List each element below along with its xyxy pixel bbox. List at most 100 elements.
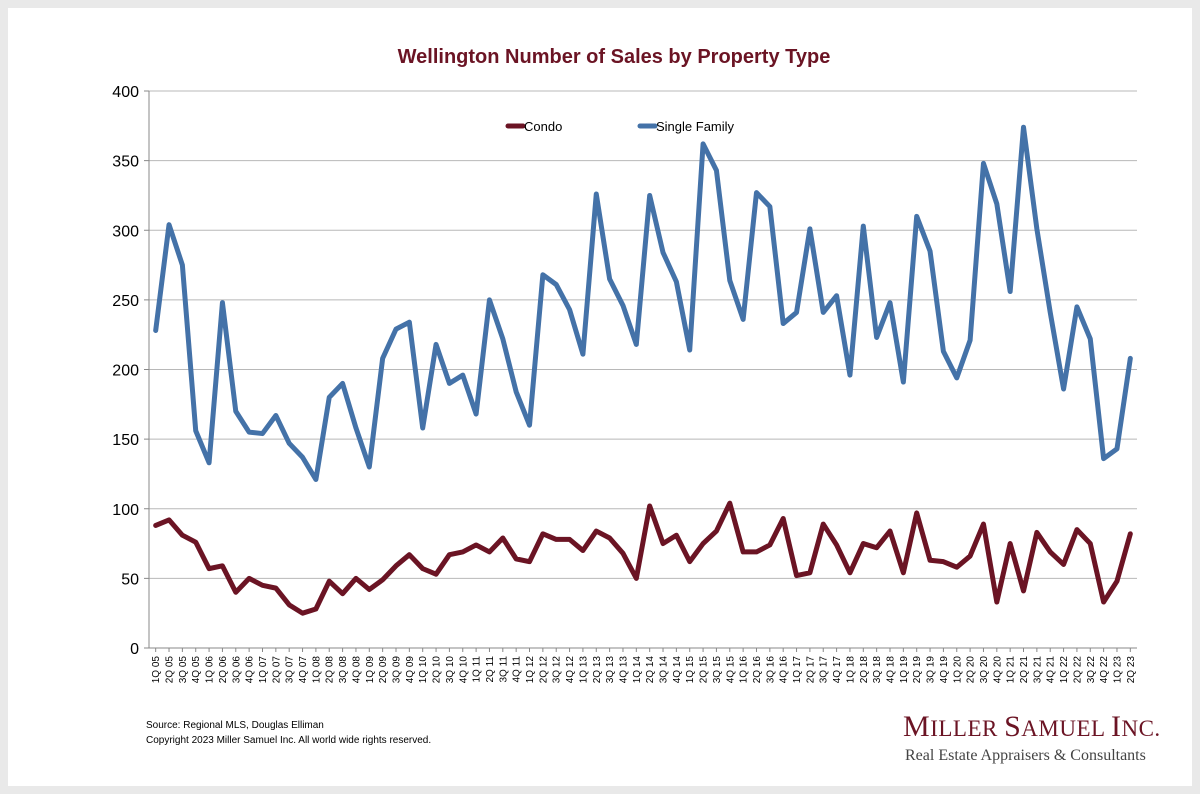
x-tick-label: 4Q 21 — [1046, 656, 1057, 684]
x-tick-label: 2Q 10 — [432, 656, 443, 684]
x-tick-label: 3Q 22 — [1086, 656, 1097, 684]
x-tick-label: 1Q 14 — [632, 656, 643, 684]
y-tick-label: 100 — [112, 502, 139, 519]
x-tick-label: 4Q 05 — [191, 656, 202, 684]
x-tick-label: 2Q 13 — [592, 656, 603, 684]
company-logo: MILLER SAMUEL INC. Real Estate Appraiser… — [903, 710, 1161, 764]
x-tick-label: 3Q 07 — [285, 656, 296, 684]
x-tick-label: 3Q 08 — [338, 656, 349, 684]
x-tick-label: 2Q 05 — [165, 656, 176, 684]
x-tick-label: 1Q 09 — [365, 656, 376, 684]
y-tick-label: 250 — [112, 293, 139, 310]
x-tick-label: 1Q 20 — [952, 656, 963, 684]
x-tick-label: 1Q 22 — [1059, 656, 1070, 684]
x-tick-label: 1Q 17 — [792, 656, 803, 684]
x-tick-label: 1Q 11 — [472, 656, 483, 683]
x-tick-label: 3Q 21 — [1032, 656, 1043, 684]
x-tick-label: 3Q 17 — [819, 656, 830, 684]
x-tick-label: 4Q 06 — [245, 656, 256, 684]
logo-letter-i: I — [1111, 710, 1122, 743]
x-tick-label: 1Q 08 — [311, 656, 322, 684]
x-tick-label: 2Q 23 — [1126, 656, 1137, 684]
x-tick-label: 4Q 08 — [351, 656, 362, 684]
y-tick-label: 200 — [112, 363, 139, 380]
y-tick-label: 350 — [112, 154, 139, 171]
x-tick-label: 4Q 17 — [832, 656, 843, 684]
logo-text-2: AMUEL — [1021, 716, 1111, 741]
logo-tagline: Real Estate Appraisers & Consultants — [905, 747, 1146, 764]
x-tick-label: 4Q 20 — [992, 656, 1003, 684]
x-tick-label: 3Q 10 — [445, 656, 456, 684]
x-tick-label: 1Q 23 — [1112, 656, 1123, 684]
logo-text-3: NC. — [1121, 716, 1160, 741]
x-tick-label: 4Q 12 — [565, 656, 576, 684]
x-tick-label: 1Q 19 — [899, 656, 910, 684]
chart-frame: Wellington Number of Sales by Property T… — [8, 8, 1192, 786]
source-note: Source: Regional MLS, Douglas Elliman — [146, 720, 324, 731]
svg-text:MILLER SAMUEL INC.: MILLER SAMUEL INC. — [903, 710, 1161, 743]
x-tick-label: 4Q 10 — [458, 656, 469, 684]
x-tick-label: 3Q 09 — [392, 656, 403, 684]
x-tick-label: 1Q 05 — [151, 656, 162, 684]
x-tick-label: 2Q 18 — [859, 656, 870, 684]
x-tick-label: 1Q 16 — [739, 656, 750, 684]
x-tick-label: 2Q 08 — [325, 656, 336, 684]
line-chart: Wellington Number of Sales by Property T… — [112, 46, 1161, 764]
y-axis-ticks: 0 50 100 150 200 250 300 350 400 — [112, 84, 149, 658]
x-tick-label: 4Q 16 — [779, 656, 790, 684]
legend-condo: Condo — [505, 119, 562, 134]
x-tick-label: 4Q 09 — [405, 656, 416, 684]
y-tick-label: 0 — [130, 641, 139, 658]
x-tick-label: 2Q 20 — [966, 656, 977, 684]
x-tick-label: 4Q 19 — [939, 656, 950, 684]
legend-single-family: Single Family — [637, 119, 735, 134]
x-tick-label: 4Q 14 — [672, 656, 683, 684]
x-tick-label: 1Q 18 — [845, 656, 856, 684]
x-tick-label: 4Q 22 — [1099, 656, 1110, 684]
x-tick-label: 4Q 13 — [618, 656, 629, 684]
single-family-line — [153, 124, 1133, 483]
x-tick-label: 3Q 18 — [872, 656, 883, 684]
y-tick-label: 300 — [112, 223, 139, 240]
x-tick-label: 3Q 15 — [712, 656, 723, 684]
x-tick-label: 2Q 06 — [218, 656, 229, 684]
x-tick-label: 3Q 16 — [765, 656, 776, 684]
x-tick-label: 2Q 15 — [699, 656, 710, 684]
y-tick-label: 400 — [112, 84, 139, 101]
x-axis-ticks: 1Q 05 2Q 05 3Q 05 4Q 05 1Q 06 2Q 06 3Q 06 4Q 06… — [151, 648, 1137, 683]
x-tick-label: 3Q 11 — [498, 656, 509, 683]
x-tick-label: 4Q 07 — [298, 656, 309, 684]
series-lines — [153, 124, 1133, 616]
x-tick-label: 1Q 07 — [258, 656, 269, 684]
x-tick-label: 3Q 05 — [178, 656, 189, 684]
x-tick-label: 2Q 12 — [538, 656, 549, 684]
x-axis — [148, 91, 1137, 649]
x-tick-label: 4Q 11 — [512, 656, 523, 683]
x-tick-label: 2Q 16 — [752, 656, 763, 684]
legend-condo-label: Condo — [524, 119, 562, 134]
x-tick-label: 3Q 19 — [926, 656, 937, 684]
x-tick-label: 1Q 10 — [418, 656, 429, 684]
x-tick-label: 2Q 14 — [645, 656, 656, 684]
legend-single-family-label: Single Family — [656, 119, 735, 134]
y-tick-label: 150 — [112, 432, 139, 449]
x-tick-label: 2Q 11 — [485, 656, 496, 683]
logo-letter-s: S — [1004, 710, 1021, 743]
y-tick-label: 50 — [121, 571, 139, 588]
x-tick-label: 3Q 12 — [552, 656, 563, 684]
x-tick-label: 3Q 06 — [231, 656, 242, 684]
x-tick-label: 2Q 22 — [1072, 656, 1083, 684]
legend: Condo Single Family — [505, 119, 735, 134]
x-tick-label: 1Q 06 — [205, 656, 216, 684]
logo-text-1: ILLER — [930, 716, 1004, 741]
x-tick-label: 2Q 07 — [271, 656, 282, 684]
x-tick-label: 3Q 20 — [979, 656, 990, 684]
x-tick-label: 1Q 21 — [1006, 656, 1017, 684]
condo-line — [153, 500, 1133, 616]
x-tick-label: 2Q 09 — [378, 656, 389, 684]
logo-letter-m: M — [903, 710, 930, 743]
x-tick-label: 1Q 12 — [525, 656, 536, 684]
x-tick-label: 1Q 13 — [578, 656, 589, 684]
x-tick-label: 2Q 19 — [912, 656, 923, 684]
copyright-note: Copyright 2023 Miller Samuel Inc. All wo… — [146, 735, 431, 746]
